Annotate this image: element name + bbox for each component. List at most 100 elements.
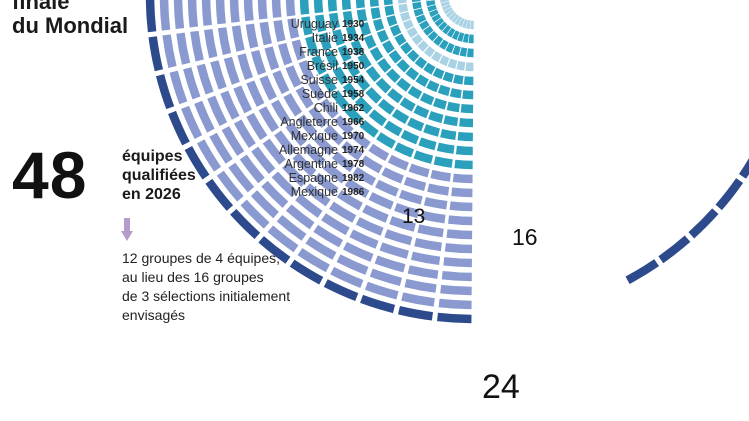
team-segment <box>210 60 227 90</box>
team-segment <box>271 99 291 125</box>
team-segment <box>384 229 413 246</box>
team-segment <box>376 132 396 149</box>
ring-1970 <box>327 0 473 142</box>
team-segment <box>414 237 442 252</box>
team-segment <box>220 90 240 120</box>
team-segment <box>364 281 399 300</box>
team-segment <box>301 16 313 36</box>
team-segment <box>432 97 447 110</box>
team-segment <box>387 154 410 171</box>
ring-1934 <box>426 0 474 44</box>
edition-country-label: Mexique <box>290 129 338 143</box>
team-segment <box>278 42 293 66</box>
team-segment <box>285 204 315 230</box>
team-segment <box>250 190 279 219</box>
edition-country-label: Allemagne <box>278 143 338 157</box>
team-segment <box>148 36 163 72</box>
team-segment <box>259 21 272 46</box>
team-segment <box>272 70 290 95</box>
team-segment <box>365 87 382 104</box>
team-segment <box>407 85 423 100</box>
team-segment <box>257 0 268 20</box>
team-segment <box>320 73 337 93</box>
team-segment <box>433 35 444 46</box>
team-segment <box>329 201 357 223</box>
team-segment <box>406 49 420 63</box>
team-segment <box>423 197 448 210</box>
team-segment <box>375 179 399 197</box>
team-segment <box>436 142 455 154</box>
team-segment <box>658 235 691 264</box>
team-segment <box>426 80 440 93</box>
team-segment <box>429 9 439 18</box>
team-segment <box>389 24 402 37</box>
team-segment <box>145 0 157 33</box>
team-segment <box>386 15 398 27</box>
team-segment <box>439 39 449 50</box>
team-segment <box>155 74 175 110</box>
team-segment <box>264 46 280 71</box>
team-segment <box>420 210 446 224</box>
ring-edition-14 <box>243 0 473 226</box>
team-segment <box>336 190 363 211</box>
team-segment <box>365 66 381 82</box>
edition-country-label: Angleterre <box>280 115 338 129</box>
team-segment <box>228 162 255 193</box>
edition-year-label: 1938 <box>342 47 365 58</box>
team-segment <box>384 5 395 16</box>
team-segment <box>342 82 360 101</box>
team-segment <box>417 40 429 52</box>
team-segment <box>443 115 459 127</box>
team-segment <box>401 292 435 307</box>
team-segment <box>438 298 472 310</box>
team-segment <box>457 32 465 42</box>
team-segment <box>169 70 188 105</box>
team-segment <box>355 217 384 236</box>
ring-1950 <box>397 0 474 72</box>
team-segment <box>345 59 361 78</box>
team-segment <box>381 167 404 184</box>
team-segment <box>246 80 265 107</box>
team-segment <box>374 255 406 273</box>
ring-size-label: 16 <box>512 224 538 250</box>
team-segment <box>431 51 443 63</box>
team-segment <box>184 145 210 180</box>
team-segment <box>377 58 392 73</box>
ring-1986 <box>271 0 473 198</box>
team-segment <box>271 0 282 18</box>
ring-edition-20 <box>159 0 472 310</box>
team-segment <box>308 106 329 128</box>
team-segment <box>291 39 306 61</box>
team-segment <box>207 95 228 127</box>
team-segment <box>181 105 203 139</box>
team-segment <box>386 68 401 83</box>
down-arrow-icon <box>121 218 133 241</box>
team-segment <box>258 236 291 264</box>
team-segment <box>287 18 300 39</box>
team-segment <box>443 7 453 15</box>
team-segment <box>399 97 416 112</box>
team-segment <box>368 192 394 210</box>
team-segment <box>444 243 473 254</box>
team-segment <box>400 41 413 55</box>
team-segment <box>415 74 429 87</box>
team-segment <box>330 266 364 288</box>
team-segment <box>359 22 372 37</box>
team-segment <box>438 21 448 31</box>
team-segment <box>360 294 396 314</box>
team-segment <box>452 45 461 56</box>
team-segment <box>313 224 344 248</box>
teams-2026-caption: équipes qualifiées en 2026 <box>122 147 196 204</box>
team-segment <box>336 254 369 275</box>
ring-1966 <box>341 0 474 128</box>
team-segment <box>261 180 289 208</box>
team-segment <box>233 85 253 114</box>
team-segment <box>215 0 226 25</box>
team-segment <box>423 124 441 137</box>
team-segment <box>407 265 439 279</box>
team-segment <box>442 4 452 11</box>
team-segment <box>289 259 324 285</box>
team-segment <box>459 117 474 128</box>
team-segment <box>451 187 473 198</box>
team-segment <box>440 0 449 3</box>
